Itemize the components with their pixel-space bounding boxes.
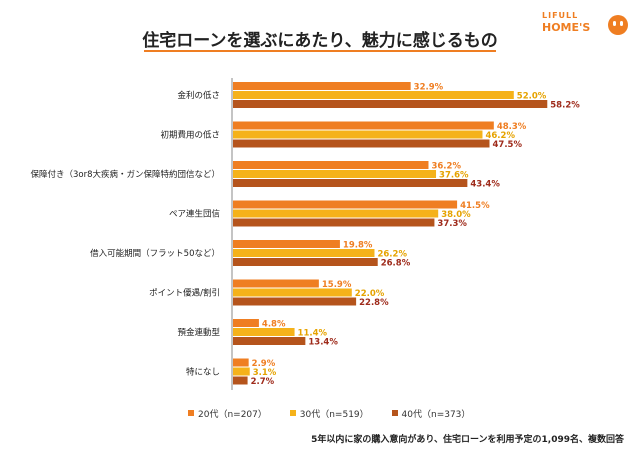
legend-label: 30代（n=519） <box>299 410 369 420</box>
category-label: 預金連動型 <box>177 327 220 338</box>
bar <box>233 358 249 367</box>
legend-swatch <box>391 410 398 416</box>
data-label: 43.4% <box>470 180 500 190</box>
category-label: 初期費用の低さ <box>160 130 220 141</box>
bar <box>233 170 437 178</box>
bar <box>233 139 490 148</box>
data-label: 26.2% <box>377 250 407 260</box>
bar <box>233 179 468 187</box>
bar <box>233 218 435 227</box>
brand-logo-top: LIFULL <box>542 11 579 20</box>
bar <box>233 130 483 139</box>
data-label: 47.5% <box>493 140 523 150</box>
data-label: 41.5% <box>460 201 490 211</box>
footnote: 5年以内に家の購入意向があり、住宅ローンを利用予定の1,099名、複数回答 <box>311 435 624 445</box>
brand-logo-main: HOME'S <box>542 21 591 34</box>
bar <box>233 240 340 248</box>
data-label: 2.9% <box>252 359 276 369</box>
chart-legend: 20代（n=207） 30代（n=519） 40代（n=373） <box>188 407 490 420</box>
bar <box>233 209 439 218</box>
data-label: 46.2% <box>485 131 515 141</box>
bar <box>233 249 375 257</box>
bar <box>233 100 548 108</box>
data-label: 36.2% <box>431 162 461 172</box>
category-label: ポイント優遇/割引 <box>149 288 220 299</box>
chart-title: 住宅ローンを選ぶにあたり、魅力に感じるもの <box>142 31 498 51</box>
data-label: 37.3% <box>437 219 467 229</box>
legend-item-40s: 40代（n=373） <box>391 407 471 420</box>
title-underline <box>144 50 496 52</box>
bar <box>233 258 378 266</box>
data-label: 22.8% <box>359 298 389 308</box>
legend-label: 20代（n=207） <box>198 410 267 420</box>
bar <box>233 121 494 130</box>
data-label: 4.8% <box>262 320 286 330</box>
data-label: 19.8% <box>343 241 373 251</box>
bar <box>233 337 306 345</box>
brand-face-icon <box>608 15 628 35</box>
brand-logo: LIFULL HOME'S <box>542 11 628 37</box>
bar <box>233 297 357 306</box>
legend-item-30s: 30代（n=519） <box>289 407 369 420</box>
data-label: 15.9% <box>322 280 352 290</box>
data-label: 3.1% <box>253 368 277 378</box>
bar <box>233 328 295 336</box>
bar <box>233 161 429 169</box>
bar <box>233 376 248 385</box>
data-label: 2.7% <box>251 377 275 387</box>
data-label: 37.6% <box>439 171 469 181</box>
data-label: 32.9% <box>414 83 444 93</box>
data-label: 38.0% <box>441 210 471 220</box>
data-label: 52.0% <box>517 92 547 102</box>
bar <box>233 279 319 288</box>
category-label: 特になし <box>186 367 220 378</box>
bar <box>233 82 411 90</box>
data-label: 58.2% <box>550 101 580 111</box>
bar <box>233 288 352 297</box>
bar <box>233 91 514 99</box>
data-label: 26.8% <box>381 259 411 269</box>
category-label: ペア連生団信 <box>169 209 221 220</box>
category-label: 借入可能期間（フラット50など） <box>90 248 220 259</box>
data-label: 48.3% <box>497 122 527 132</box>
legend-item-20s: 20代（n=207） <box>188 407 267 420</box>
bar <box>233 200 458 209</box>
category-label: 保障付き（3or8大疾病・ガン保障特約団信など） <box>30 169 220 180</box>
bar <box>233 367 250 376</box>
legend-swatch <box>188 410 194 416</box>
data-label: 13.4% <box>308 338 338 348</box>
legend-swatch <box>289 410 296 416</box>
bar <box>233 319 259 327</box>
data-label: 22.0% <box>355 289 385 299</box>
category-label: 金利の低さ <box>177 90 220 101</box>
data-label: 11.4% <box>298 329 328 339</box>
legend-label: 40代（n=373） <box>401 410 471 420</box>
